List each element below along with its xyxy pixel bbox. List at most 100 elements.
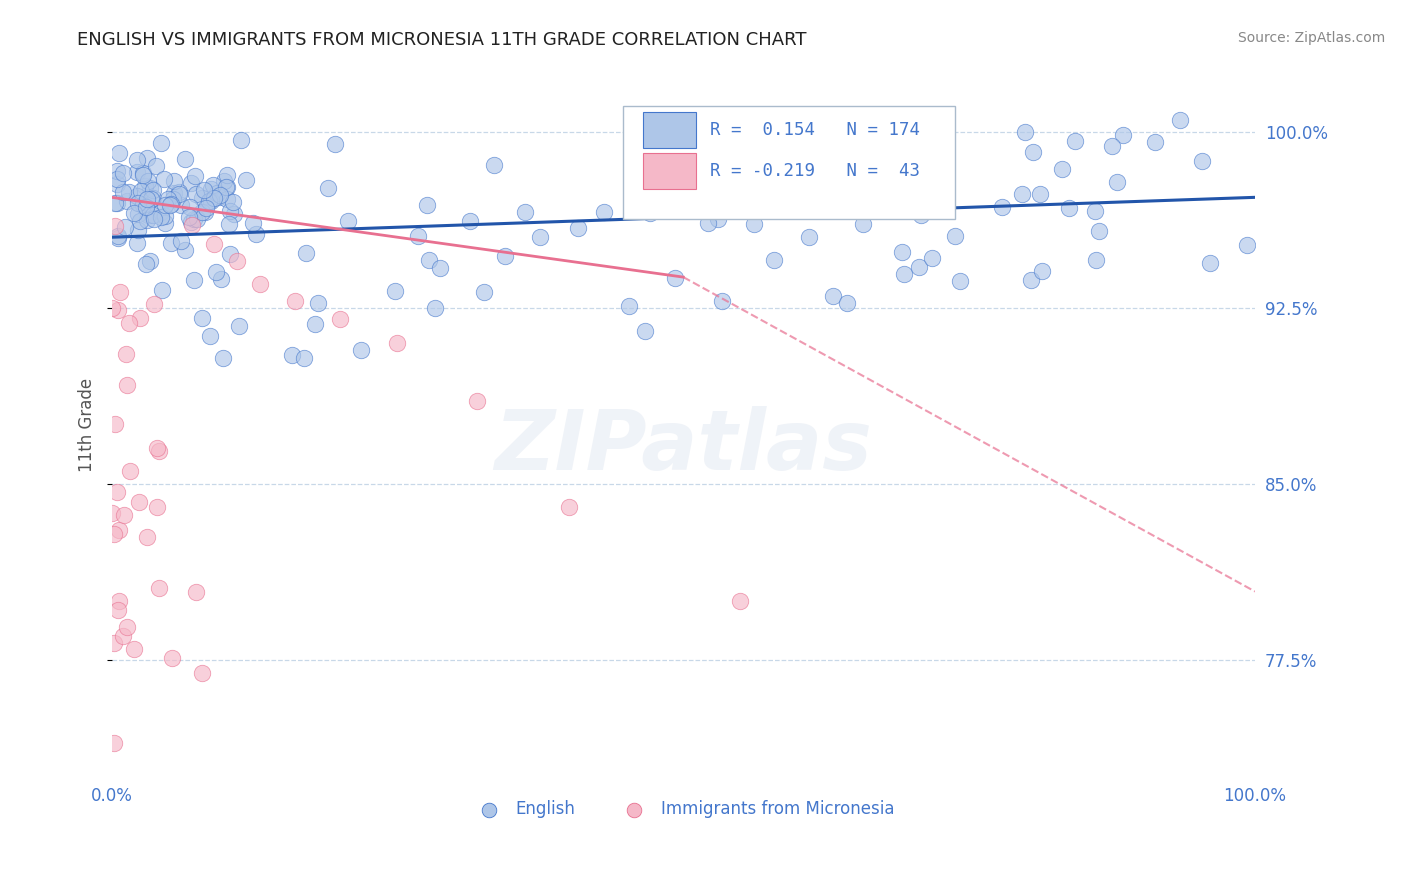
Point bbox=[152, 172, 174, 186]
Point bbox=[131, 184, 153, 198]
Point bbox=[108, 285, 131, 300]
Point bbox=[1014, 125, 1036, 139]
Point bbox=[167, 187, 190, 202]
Text: ZIPatlas: ZIPatlas bbox=[495, 406, 872, 486]
Point bbox=[893, 267, 915, 281]
Point bbox=[418, 253, 440, 268]
Point bbox=[1168, 112, 1191, 127]
Point bbox=[617, 299, 640, 313]
Point bbox=[105, 177, 128, 191]
Point bbox=[108, 523, 131, 537]
Point bbox=[134, 178, 156, 193]
Point bbox=[125, 153, 148, 167]
Point bbox=[634, 324, 657, 338]
Point bbox=[139, 181, 162, 195]
Point bbox=[742, 218, 765, 232]
Point bbox=[308, 296, 330, 310]
Point bbox=[1011, 187, 1033, 202]
Point bbox=[173, 153, 195, 167]
Point bbox=[129, 310, 152, 325]
Point bbox=[184, 187, 207, 202]
Point bbox=[336, 214, 359, 228]
Point bbox=[1050, 161, 1073, 176]
Point bbox=[149, 136, 172, 150]
Point bbox=[730, 594, 752, 608]
Point bbox=[104, 219, 127, 234]
Point bbox=[136, 208, 159, 222]
Point bbox=[122, 206, 145, 220]
Point bbox=[280, 348, 302, 362]
Point bbox=[139, 192, 162, 206]
Point bbox=[529, 230, 551, 244]
Point bbox=[350, 343, 373, 357]
Point bbox=[1029, 186, 1052, 201]
Point bbox=[193, 183, 215, 197]
Point bbox=[104, 417, 127, 432]
Point bbox=[101, 506, 124, 520]
Point bbox=[103, 527, 125, 541]
Point bbox=[155, 198, 177, 212]
Point bbox=[128, 495, 150, 509]
Point bbox=[107, 231, 129, 245]
Point bbox=[120, 464, 142, 478]
Point bbox=[125, 235, 148, 250]
Point bbox=[180, 177, 202, 191]
Point bbox=[191, 311, 214, 326]
Point bbox=[146, 500, 169, 514]
Point bbox=[879, 202, 901, 216]
Point bbox=[107, 145, 129, 160]
Text: R = -0.219   N =  43: R = -0.219 N = 43 bbox=[710, 161, 920, 180]
Point bbox=[910, 208, 932, 222]
Point bbox=[316, 181, 339, 195]
Point bbox=[107, 302, 129, 317]
Text: Source: ZipAtlas.com: Source: ZipAtlas.com bbox=[1237, 31, 1385, 45]
Point bbox=[180, 215, 202, 229]
Point bbox=[429, 260, 451, 275]
Point bbox=[159, 197, 181, 211]
Point bbox=[949, 274, 972, 288]
Point bbox=[1088, 224, 1111, 238]
Point bbox=[1198, 256, 1220, 270]
Point bbox=[215, 168, 238, 182]
Point bbox=[170, 234, 193, 248]
Point bbox=[115, 620, 138, 634]
Point bbox=[103, 736, 125, 750]
Point bbox=[150, 284, 173, 298]
Point bbox=[921, 252, 943, 266]
Point bbox=[183, 273, 205, 287]
Point bbox=[127, 196, 149, 211]
Point bbox=[294, 246, 316, 260]
Point bbox=[467, 394, 489, 409]
Point bbox=[710, 294, 733, 309]
Point bbox=[387, 335, 409, 350]
Point bbox=[706, 212, 728, 227]
Point bbox=[150, 205, 173, 219]
Point bbox=[112, 508, 135, 522]
Point bbox=[835, 296, 858, 310]
Point bbox=[1143, 135, 1166, 149]
Point bbox=[115, 377, 138, 392]
Point bbox=[127, 222, 149, 236]
Point bbox=[143, 212, 166, 227]
Point bbox=[228, 319, 250, 334]
Point bbox=[136, 530, 159, 544]
Point bbox=[205, 186, 228, 200]
Point bbox=[139, 253, 162, 268]
Point bbox=[135, 192, 157, 206]
Point bbox=[292, 351, 315, 365]
Point bbox=[107, 229, 129, 244]
Point bbox=[214, 180, 236, 194]
Point bbox=[201, 178, 224, 192]
Point bbox=[101, 301, 124, 315]
Point bbox=[943, 228, 966, 243]
Point bbox=[208, 188, 231, 202]
Point bbox=[163, 174, 186, 188]
Point bbox=[304, 317, 326, 331]
Y-axis label: 11th Grade: 11th Grade bbox=[79, 378, 96, 472]
Point bbox=[212, 351, 235, 366]
Point bbox=[217, 180, 239, 194]
Point bbox=[111, 186, 134, 200]
Point bbox=[1085, 253, 1108, 268]
Point bbox=[125, 189, 148, 203]
Point bbox=[226, 253, 249, 268]
